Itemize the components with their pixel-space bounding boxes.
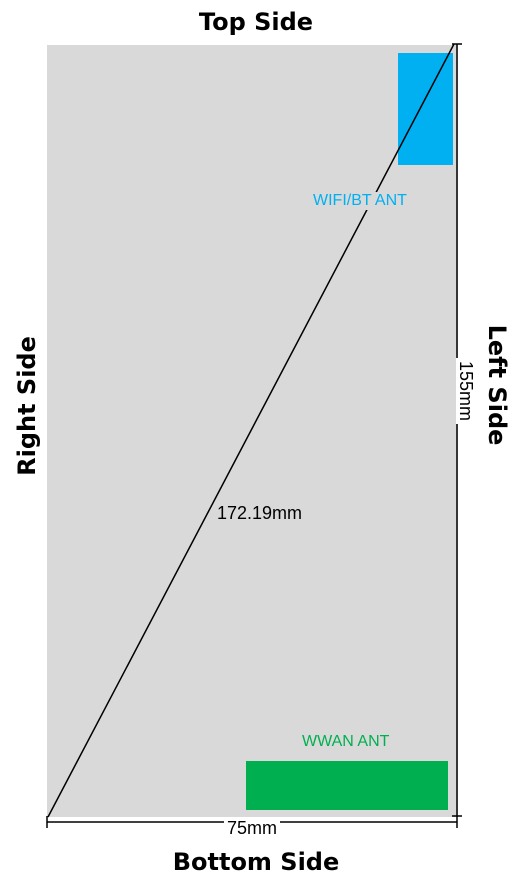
top-side-label: Top Side	[198, 8, 314, 36]
wifi-bt-antenna-label: WIFI/BT ANT	[313, 192, 407, 210]
height-dimension-label: 155mm	[456, 357, 476, 425]
bottom-side-label: Bottom Side	[172, 848, 340, 876]
wwan-antenna	[246, 761, 448, 810]
diagonal-dimension-label: 172.19mm	[217, 503, 303, 523]
wifi-bt-antenna	[398, 53, 453, 165]
width-dimension-label: 75mm	[224, 818, 281, 838]
diagonal-line	[47, 43, 455, 818]
wwan-antenna-label: WWAN ANT	[302, 733, 390, 751]
